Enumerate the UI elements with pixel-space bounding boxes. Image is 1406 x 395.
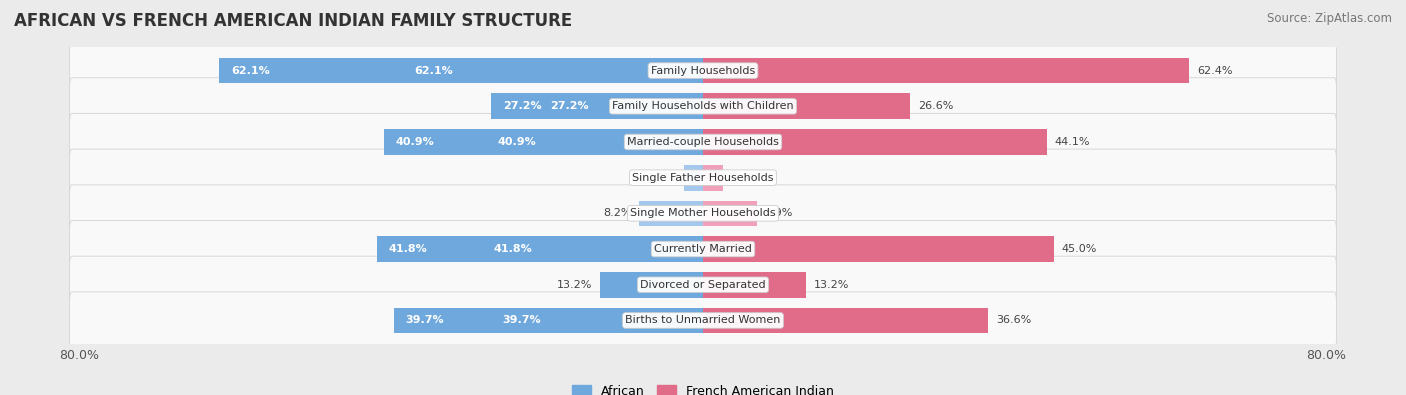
Text: 44.1%: 44.1% — [1054, 137, 1090, 147]
Text: 27.2%: 27.2% — [503, 101, 541, 111]
FancyBboxPatch shape — [69, 256, 1337, 313]
Text: 27.2%: 27.2% — [551, 101, 589, 111]
Text: Currently Married: Currently Married — [654, 244, 752, 254]
Text: 26.6%: 26.6% — [918, 101, 953, 111]
Text: Single Father Households: Single Father Households — [633, 173, 773, 182]
Text: Source: ZipAtlas.com: Source: ZipAtlas.com — [1267, 12, 1392, 25]
Bar — [703, 236, 1053, 262]
Text: 40.9%: 40.9% — [498, 137, 536, 147]
Bar — [640, 201, 703, 226]
Bar — [491, 94, 703, 119]
Text: 40.9%: 40.9% — [396, 137, 434, 147]
Text: 2.6%: 2.6% — [731, 173, 759, 182]
Text: 36.6%: 36.6% — [995, 316, 1031, 325]
Bar — [703, 129, 1046, 155]
Text: Divorced or Separated: Divorced or Separated — [640, 280, 766, 290]
Text: Family Households with Children: Family Households with Children — [612, 101, 794, 111]
FancyBboxPatch shape — [69, 113, 1337, 171]
Text: Single Mother Households: Single Mother Households — [630, 209, 776, 218]
Bar — [394, 308, 703, 333]
Text: 13.2%: 13.2% — [814, 280, 849, 290]
Text: 2.5%: 2.5% — [647, 173, 676, 182]
Bar — [703, 308, 988, 333]
Bar — [703, 201, 756, 226]
Legend: African, French American Indian: African, French American Indian — [567, 380, 839, 395]
Text: Married-couple Households: Married-couple Households — [627, 137, 779, 147]
Bar — [384, 129, 703, 155]
Bar — [703, 272, 806, 297]
Text: 39.7%: 39.7% — [502, 316, 540, 325]
Text: 62.1%: 62.1% — [415, 66, 453, 75]
Text: 39.7%: 39.7% — [405, 316, 444, 325]
FancyBboxPatch shape — [69, 78, 1337, 135]
Text: 62.4%: 62.4% — [1197, 66, 1233, 75]
Bar — [683, 165, 703, 190]
Bar — [219, 58, 703, 83]
Text: 45.0%: 45.0% — [1062, 244, 1097, 254]
Bar — [703, 94, 910, 119]
FancyBboxPatch shape — [69, 220, 1337, 278]
FancyBboxPatch shape — [69, 292, 1337, 349]
Bar — [703, 165, 723, 190]
FancyBboxPatch shape — [69, 149, 1337, 206]
Text: 13.2%: 13.2% — [557, 280, 592, 290]
Text: Family Households: Family Households — [651, 66, 755, 75]
Text: 41.8%: 41.8% — [494, 244, 533, 254]
Text: 62.1%: 62.1% — [231, 66, 270, 75]
Text: 8.2%: 8.2% — [603, 209, 631, 218]
Text: Births to Unmarried Women: Births to Unmarried Women — [626, 316, 780, 325]
Text: AFRICAN VS FRENCH AMERICAN INDIAN FAMILY STRUCTURE: AFRICAN VS FRENCH AMERICAN INDIAN FAMILY… — [14, 12, 572, 30]
FancyBboxPatch shape — [69, 42, 1337, 99]
FancyBboxPatch shape — [69, 185, 1337, 242]
Text: 6.9%: 6.9% — [765, 209, 793, 218]
Bar — [600, 272, 703, 297]
Bar — [703, 58, 1189, 83]
Text: 41.8%: 41.8% — [389, 244, 427, 254]
Bar — [377, 236, 703, 262]
